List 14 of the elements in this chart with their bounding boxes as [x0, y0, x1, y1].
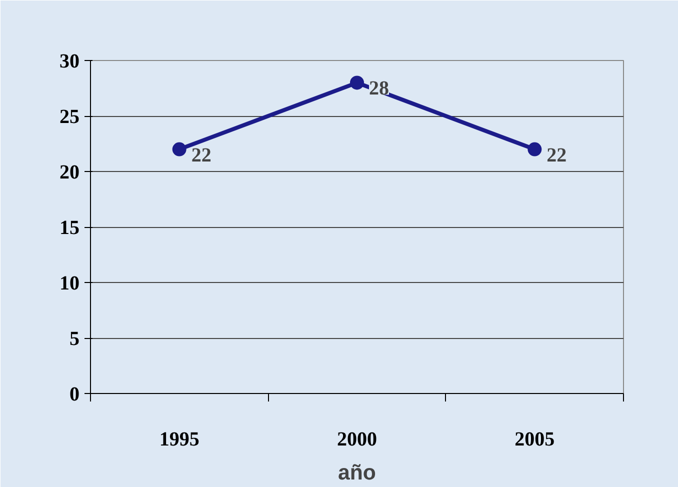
- y-tick-label: 30: [60, 50, 80, 72]
- data-label: 28: [369, 78, 389, 100]
- data-label: 22: [191, 144, 212, 166]
- y-tick-label: 0: [70, 384, 80, 406]
- y-tick-label: 20: [60, 162, 80, 184]
- y-tick-label: 5: [70, 328, 80, 350]
- data-label: 22: [546, 144, 567, 166]
- y-tick-label: 10: [60, 272, 80, 294]
- x-axis-title: año: [338, 460, 376, 484]
- y-tick-label: 15: [60, 217, 80, 239]
- x-tick-label: 1995: [159, 428, 200, 450]
- y-tick-label: 25: [60, 106, 80, 128]
- x-tick-label: 2000: [337, 428, 377, 450]
- x-tick-label: 2005: [514, 428, 555, 450]
